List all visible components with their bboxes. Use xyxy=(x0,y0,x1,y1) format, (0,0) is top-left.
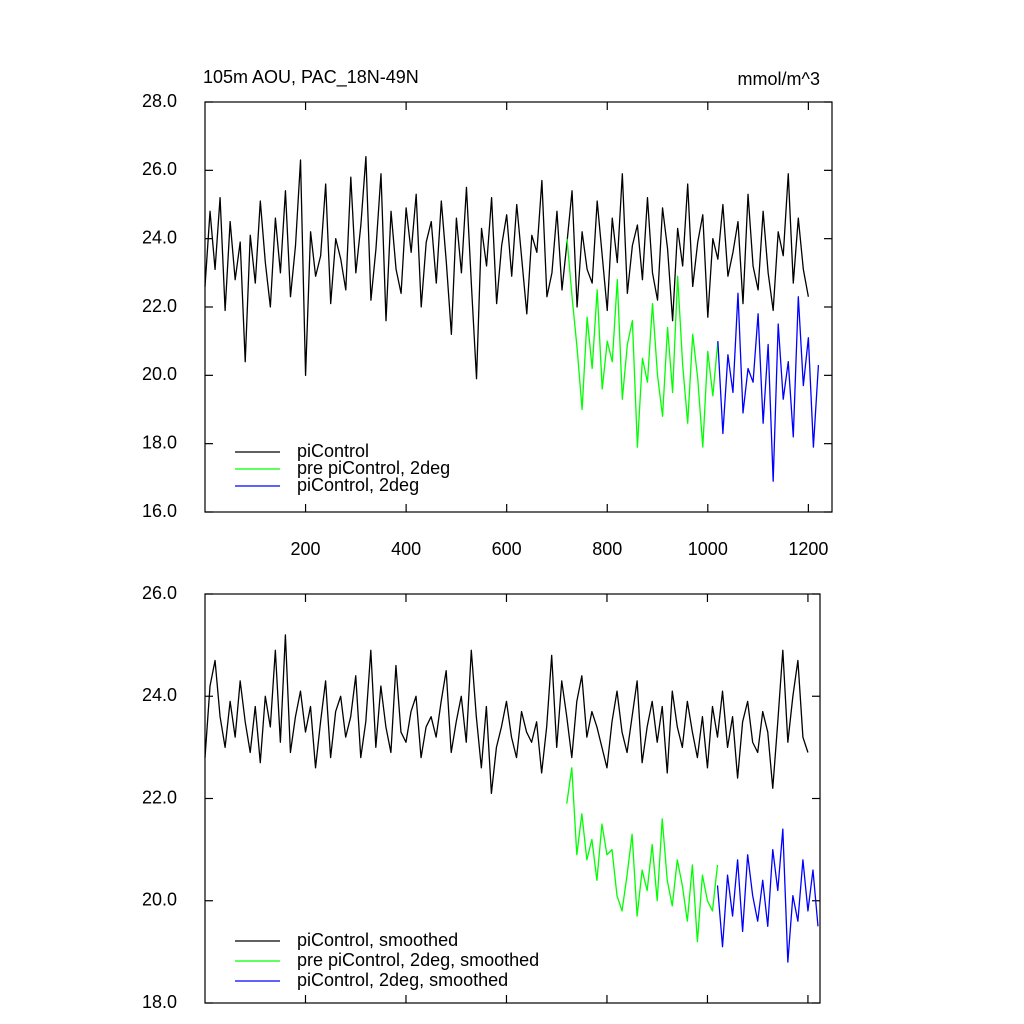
legend-label: pre piControl, 2deg xyxy=(297,458,450,478)
data-line xyxy=(566,767,719,943)
y-tick-label: 16.0 xyxy=(142,501,177,521)
y-tick-label: 20.0 xyxy=(142,890,177,910)
legend-label: piControl, smoothed xyxy=(297,930,458,950)
legend-label: piControl, 2deg, smoothed xyxy=(297,970,508,990)
legend-label: pre piControl, 2deg, smoothed xyxy=(297,950,539,970)
y-tick-label: 26.0 xyxy=(142,583,177,603)
x-tick-label: 600 xyxy=(492,539,522,559)
y-tick-label: 24.0 xyxy=(142,685,177,705)
data-line xyxy=(204,634,809,795)
x-tick-label: 400 xyxy=(391,539,421,559)
y-tick-label: 18.0 xyxy=(142,992,177,1012)
x-tick-label: 200 xyxy=(291,539,321,559)
data-line xyxy=(717,292,820,482)
data-line xyxy=(566,238,719,448)
chart-title: 105m AOU, PAC_18N-49N xyxy=(203,67,419,88)
y-tick-label: 22.0 xyxy=(142,787,177,807)
y-tick-label: 18.0 xyxy=(142,432,177,452)
y-tick-label: 22.0 xyxy=(142,296,177,316)
legend-label: piControl xyxy=(297,441,369,461)
x-tick-label: 800 xyxy=(592,539,622,559)
data-line xyxy=(204,156,810,380)
y-tick-label: 26.0 xyxy=(142,159,177,179)
y-tick-label: 20.0 xyxy=(142,364,177,384)
x-tick-label: 1200 xyxy=(788,539,828,559)
units-label: mmol/m^3 xyxy=(738,69,820,89)
y-tick-label: 24.0 xyxy=(142,227,177,247)
x-tick-label: 1000 xyxy=(688,539,728,559)
data-line xyxy=(716,828,819,963)
y-tick-label: 28.0 xyxy=(142,91,177,111)
legend-label: piControl, 2deg xyxy=(297,475,419,495)
